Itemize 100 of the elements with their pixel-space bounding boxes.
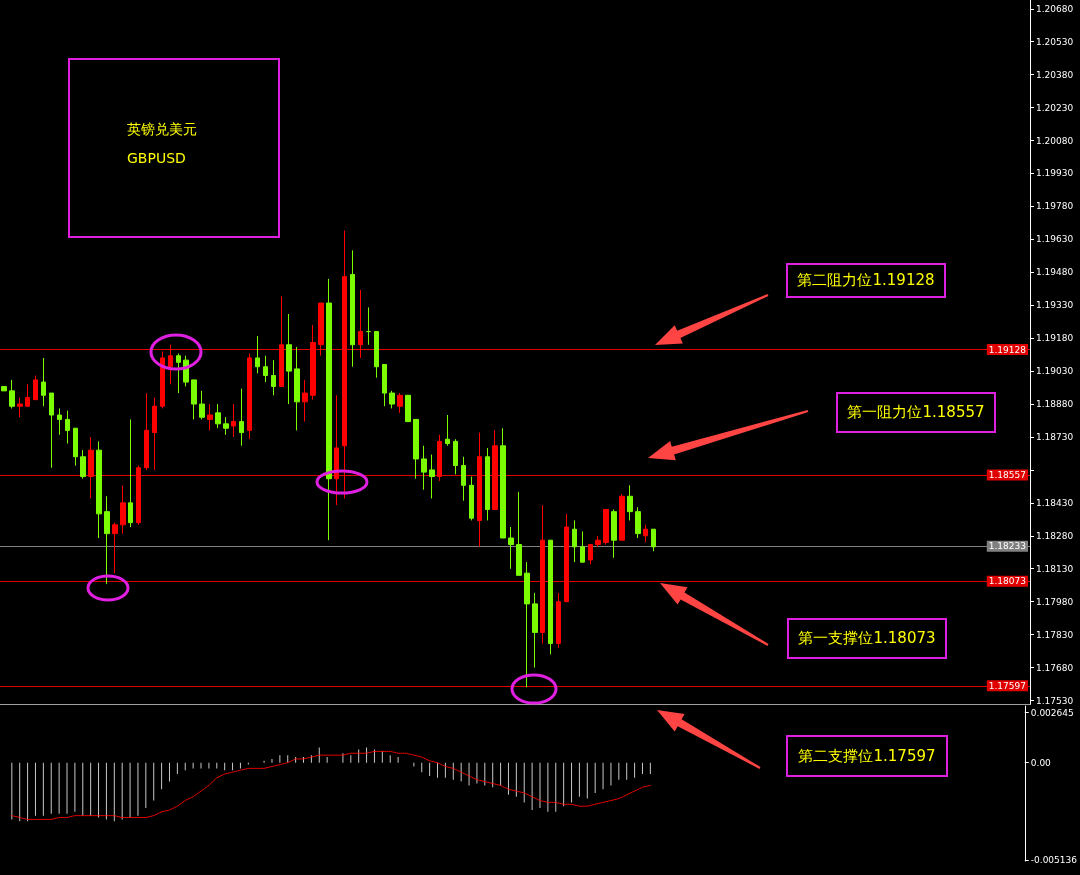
y-tick-label: 0.002645 [1030,707,1074,718]
ref-line-label: 1.17597 [988,680,1026,691]
candlestick [548,539,553,655]
candlestick [651,528,656,552]
candlestick [516,491,522,576]
candlestick [532,592,538,669]
y-tick-label: 1.17530 [1036,695,1074,706]
candlestick [603,508,609,546]
y-tick-label: 1.19180 [1036,333,1074,344]
candlestick [492,429,498,510]
candlestick [41,357,46,407]
candlestick [643,524,648,543]
y-tick-label: 1.18280 [1036,530,1074,541]
candlestick [176,353,181,394]
candlestick [500,427,506,539]
candlestick [342,230,347,499]
candlestick [429,454,435,499]
candlestick [318,302,324,357]
candlestick [112,522,118,574]
candlestick [168,344,173,385]
candlestick [279,295,284,387]
candlestick [445,414,450,447]
y-tick-label: 1.19780 [1036,201,1074,212]
candlestick [421,445,427,491]
candlestick [461,456,466,502]
candlestick [413,418,419,480]
y-tick-label: 1.19630 [1036,234,1074,245]
candlestick [199,390,205,420]
candlestick [635,506,641,539]
y-tick-label: 1.17830 [1036,629,1074,640]
y-tick-label: -0.005136 [1030,854,1078,865]
y-tick-label: 1.19480 [1036,267,1074,278]
candlestick [152,396,157,471]
candlestick [619,493,625,541]
candlestick [120,484,126,535]
annotation: 第二阻力位1.19128 [786,263,946,298]
candlestick [588,544,593,565]
candlestick [9,379,15,409]
candlestick [564,513,569,603]
ref-line-label: 1.18557 [988,469,1026,480]
candlestick [453,438,458,475]
candlestick [104,495,110,585]
candlestick [96,440,102,539]
candlestick [57,407,62,436]
candlestick [627,484,633,521]
candlestick [294,346,300,431]
y-tick-label: 1.20530 [1036,36,1074,47]
candlestick [88,436,94,499]
y-tick-label: 1.20080 [1036,135,1074,146]
candlestick [580,530,585,563]
candlestick [144,392,149,471]
candlestick [128,418,133,528]
y-tick-label: 1.20680 [1036,3,1074,14]
candlestick [25,383,30,407]
annotation: 第二支撑位1.17597 [786,735,948,777]
candlestick [1,385,7,392]
candlestick [595,535,601,548]
candlestick [374,331,379,379]
ref-line-label: 1.18073 [988,576,1026,587]
candlestick [80,449,86,480]
annotation: 第一阻力位1.18557 [836,392,996,433]
candlestick [65,410,70,445]
y-tick-label: 1.19330 [1036,300,1074,311]
candlestick [33,375,38,401]
candlestick [247,353,252,440]
candlestick [326,278,332,541]
candlestick [255,335,260,374]
candlestick [389,390,395,409]
candlestick [469,476,474,521]
candlestick [207,403,213,431]
y-tick-label: 1.17980 [1036,596,1074,607]
candlestick [366,306,371,346]
candlestick [350,249,355,368]
ref-line-label: 1.19128 [988,344,1027,355]
candlestick [540,504,545,644]
ref-line-label: 1.18233 [988,541,1026,552]
y-tick-label: 1.18730 [1036,431,1074,442]
y-tick-label: 1.18130 [1036,563,1074,574]
line-series [11,750,651,820]
candlestick [437,434,442,482]
candlestick [477,432,482,548]
candlestick [310,324,316,401]
annotation: 第一支撑位1.18073 [787,618,947,659]
candlestick [239,388,244,447]
candlestick [271,359,276,396]
candlestick [382,364,387,407]
y-tick-label: 1.20230 [1036,102,1074,113]
y-tick-label: 1.18430 [1036,497,1074,508]
candlestick [397,392,403,414]
candlestick [136,465,141,526]
candlestick [215,403,221,429]
candlestick [611,508,617,559]
candlestick [231,403,236,438]
candlestick [49,392,54,469]
candlestick [160,350,165,409]
y-tick-label: 0.00 [1030,757,1052,768]
y-tick-label: 1.18880 [1036,399,1074,410]
candlestick [556,592,561,649]
annotation: GBPUSD [127,150,186,166]
y-tick-label: 1.17680 [1036,662,1074,673]
